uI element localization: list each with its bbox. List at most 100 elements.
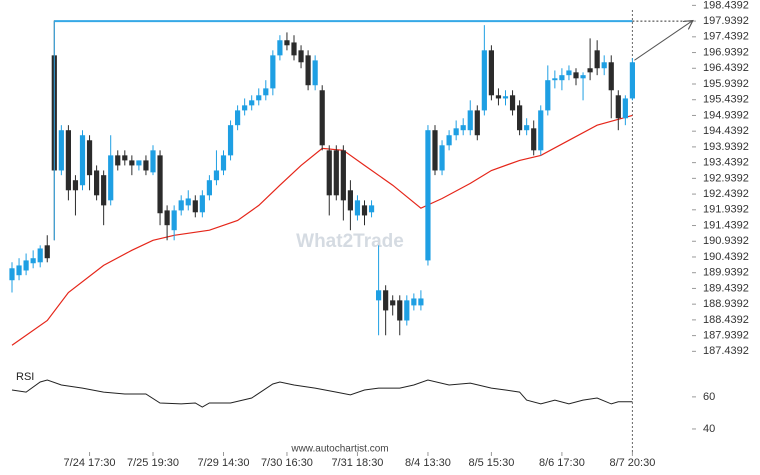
y-tick-label: 191.9392 — [703, 204, 749, 216]
y-tick-label: 188.9392 — [703, 298, 749, 310]
candle-body — [291, 42, 297, 56]
candle-body — [30, 258, 36, 264]
candle-body — [361, 205, 368, 216]
candle-body — [270, 55, 276, 89]
candle-body — [460, 125, 466, 131]
y-tick-label: 189.9392 — [703, 267, 749, 279]
candle-body — [284, 40, 290, 46]
x-tick-label: 7/31 18:30 — [331, 457, 383, 469]
candle-body — [347, 190, 353, 211]
candle-body — [86, 140, 93, 176]
candle-body — [545, 80, 551, 111]
x-tick-label: 8/6 17:30 — [539, 457, 585, 469]
forecast-arrow — [634, 21, 692, 61]
candle-body — [220, 155, 227, 171]
candle-body — [115, 155, 121, 166]
candle-body — [467, 110, 473, 131]
candle-body — [495, 95, 502, 99]
candle-body — [263, 88, 269, 96]
x-tick-label: 8/5 15:30 — [468, 457, 514, 469]
candle-body — [531, 128, 537, 151]
candle-body — [171, 210, 177, 231]
candle-body — [368, 205, 375, 213]
y-tick-label: 191.4392 — [703, 219, 749, 231]
candle-body — [143, 160, 149, 171]
candle-body — [411, 298, 417, 306]
candle-body — [453, 128, 459, 136]
x-tick-label: 7/24 17:30 — [64, 457, 116, 469]
candle-body — [432, 130, 438, 171]
candle-body — [136, 160, 142, 166]
y-tick-label: 197.9392 — [703, 15, 749, 27]
y-tick-label: 195.9392 — [703, 78, 749, 90]
candle-body — [552, 78, 558, 81]
y-tick-label: 193.9392 — [703, 141, 749, 153]
candle-body — [16, 265, 22, 276]
candle-body — [305, 55, 311, 86]
candle-body — [333, 150, 339, 196]
candle-body — [199, 195, 205, 213]
rsi-y-tick-label: 40 — [703, 423, 715, 435]
candle-body — [9, 268, 15, 281]
candle-body — [164, 210, 170, 226]
y-tick-label: 187.4392 — [703, 345, 749, 357]
y-tick-label: 190.9392 — [703, 235, 749, 247]
candle-body — [524, 125, 530, 131]
candle-body — [481, 50, 487, 111]
rsi-line — [11, 379, 633, 408]
x-tick-label: 8/4 13:30 — [405, 457, 451, 469]
candle-body — [213, 170, 220, 181]
candle-body — [319, 90, 325, 146]
candle-body — [37, 248, 43, 263]
candle-body — [122, 155, 128, 161]
candle-body — [439, 145, 445, 171]
y-tick-label: 195.4392 — [703, 94, 749, 106]
candle-body — [23, 260, 29, 271]
y-tick-label: 196.4392 — [703, 62, 749, 74]
candle-body — [538, 110, 544, 151]
candle-body — [192, 200, 198, 213]
candle-body — [404, 300, 410, 321]
candle-body — [559, 75, 565, 81]
y-tick-label: 194.4392 — [703, 125, 749, 137]
candle-body — [594, 50, 600, 69]
candle-body — [446, 135, 452, 146]
y-tick-label: 198.4392 — [703, 0, 749, 11]
candle-body — [242, 105, 248, 111]
candle-body — [227, 125, 234, 156]
candle-body — [58, 130, 64, 171]
candle-body — [206, 180, 212, 196]
candle-body — [509, 95, 516, 111]
candle-body — [566, 70, 572, 76]
y-tick-label: 197.4392 — [703, 31, 749, 43]
x-tick-label: 7/25 19:30 — [127, 457, 179, 469]
y-tick-label: 194.9392 — [703, 109, 749, 121]
candle-body — [256, 95, 262, 101]
y-tick-label: 192.9392 — [703, 172, 749, 184]
candle-body — [629, 62, 635, 99]
x-tick-label: 8/7 20:30 — [609, 457, 655, 469]
candle-body — [587, 68, 593, 73]
candle-body — [383, 290, 389, 311]
candle-body — [235, 110, 241, 126]
y-tick-label: 189.4392 — [703, 282, 749, 294]
x-tick-label: 7/30 16:30 — [261, 457, 313, 469]
x-tick-label: 7/29 14:30 — [198, 457, 250, 469]
candle-body — [340, 150, 346, 201]
candle-body — [425, 130, 431, 261]
rsi-y-tick-label: 60 — [703, 391, 715, 403]
candle-body — [573, 72, 579, 79]
candle-body — [277, 40, 283, 56]
candle-body — [129, 160, 135, 166]
candle-body — [94, 170, 100, 196]
candle-body — [72, 180, 79, 191]
candle-body — [488, 50, 494, 96]
y-tick-label: 193.4392 — [703, 157, 749, 169]
candle-body — [298, 50, 304, 63]
rsi-label: RSI — [16, 371, 34, 383]
candle-body — [157, 155, 163, 214]
y-tick-label: 188.4392 — [703, 314, 749, 326]
y-tick-label: 196.9392 — [703, 46, 749, 58]
